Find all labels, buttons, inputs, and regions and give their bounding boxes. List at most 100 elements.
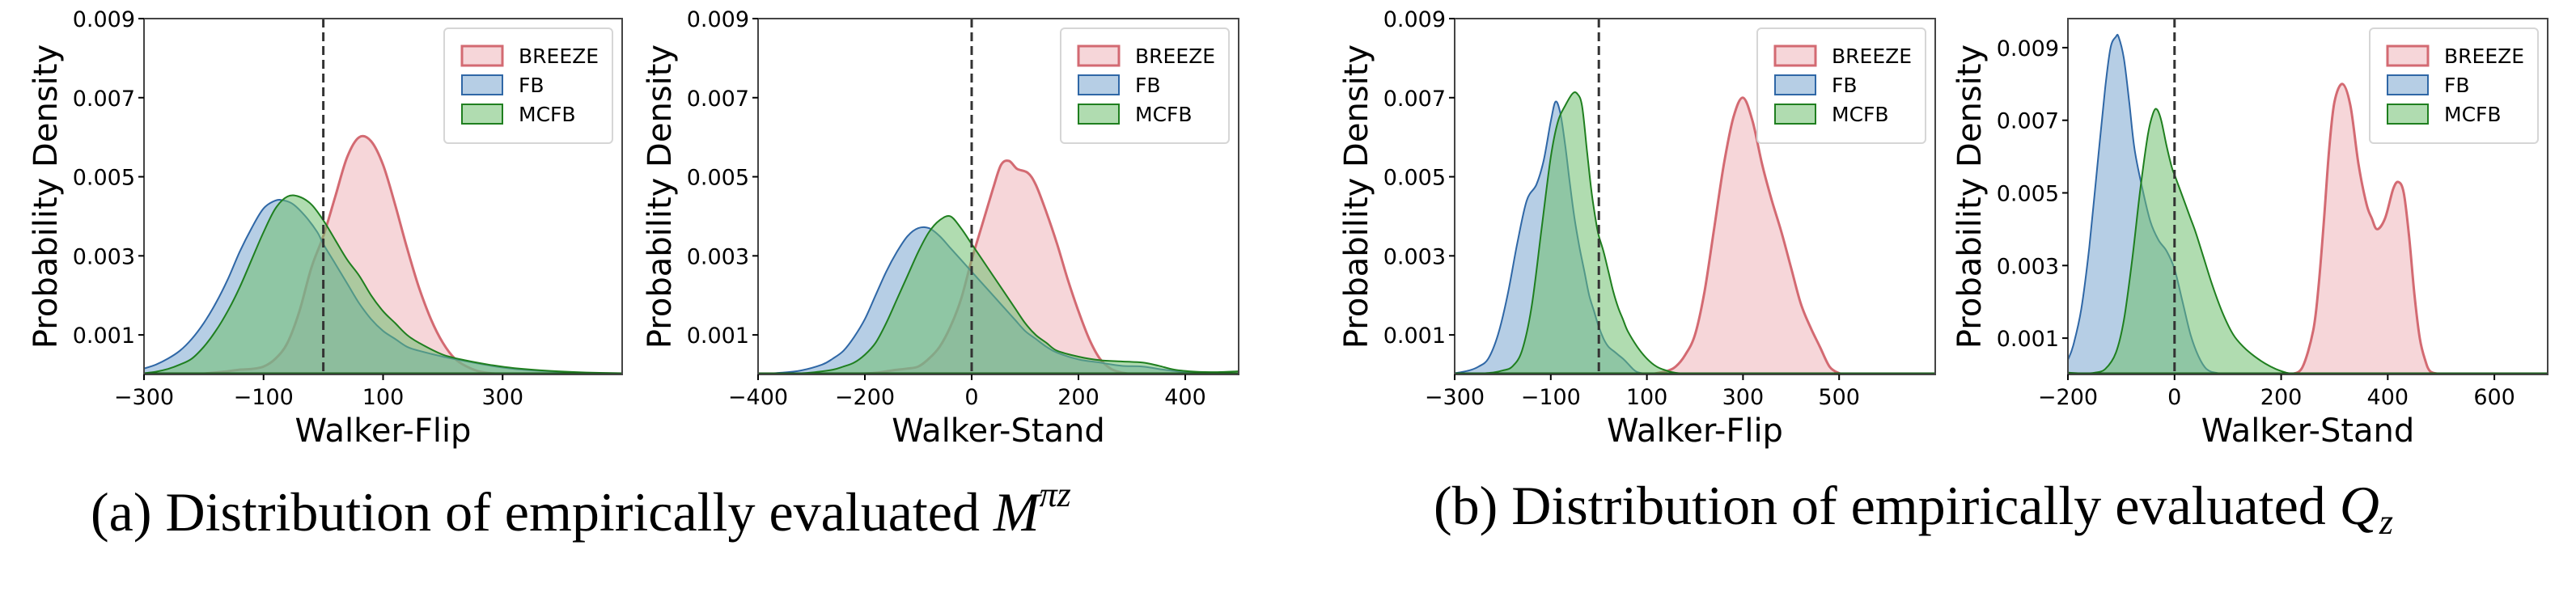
y-tick-label: 0.003 — [1997, 254, 2059, 279]
caption-b: (b) Distribution of empirically evaluate… — [1434, 474, 2393, 543]
legend-swatch-fb — [2387, 74, 2429, 95]
legend-label-breeze: BREEZE — [1135, 44, 1215, 68]
x-tick-label: 200 — [1057, 385, 1099, 410]
y-tick-label: 0.007 — [1997, 109, 2059, 134]
legend-swatch-fb — [461, 74, 503, 95]
panel-4: −200 0 200 400 600 0.001 0.003 0.005 0.007 0.009 W… — [1951, 18, 2548, 450]
legend-swatch-mcfb — [2387, 104, 2429, 125]
y-tick-label: 0.001 — [687, 323, 749, 349]
legend-label-breeze: BREEZE — [2444, 44, 2524, 68]
y-tick-label: 0.005 — [687, 166, 749, 191]
axes-frame — [2067, 18, 2548, 375]
x-tick-label: −200 — [835, 385, 895, 410]
x-tick-label: −400 — [728, 385, 788, 410]
panel-3: −300 −100 100 300 500 0.001 0.003 0.005 0.007 0.0… — [1338, 7, 1936, 450]
x-axis-label: Walker-Flip — [1607, 412, 1783, 450]
legend-swatch-mcfb — [1078, 104, 1120, 125]
x-tick-label: 300 — [1722, 385, 1765, 410]
caption-b-subscript: z — [2379, 502, 2394, 542]
legend-swatch-mcfb — [461, 104, 503, 125]
x-axis-label: Walker-Stand — [892, 412, 1105, 450]
density-area-fb — [2068, 34, 2234, 374]
caption-a-superscript: πz — [1039, 475, 1071, 514]
caption-a-math: M — [993, 481, 1040, 543]
density-area-mcfb — [758, 215, 1239, 374]
density-area-mcfb — [2068, 108, 2298, 374]
legend-swatch-breeze — [1773, 44, 1817, 67]
y-tick-label: 0.003 — [73, 244, 135, 269]
legend-label-mcfb: MCFB — [2444, 103, 2502, 126]
legend-label-mcfb: MCFB — [1832, 103, 1889, 126]
density-line-mcfb — [758, 215, 1239, 374]
x-tick-label: 300 — [481, 385, 523, 410]
legend-swatch-breeze — [460, 44, 504, 67]
y-tick-label: 0.009 — [73, 7, 135, 32]
y-axis-label: Probability Density — [28, 44, 65, 349]
legend-label-fb: FB — [2444, 74, 2470, 97]
legend-swatch-fb — [1774, 74, 1816, 95]
density-area-breeze — [1651, 97, 1845, 374]
x-tick-label: 200 — [2260, 385, 2303, 410]
y-tick-label: 0.003 — [687, 244, 749, 269]
y-tick-label: 0.009 — [687, 7, 749, 32]
density-line-mcfb — [1473, 91, 1696, 374]
legend-label-mcfb: MCFB — [519, 103, 576, 126]
legend-label-breeze: BREEZE — [519, 44, 599, 68]
y-axis-label: Probability Density — [642, 44, 679, 349]
axes-frame — [757, 18, 1239, 375]
density-line-breeze — [2290, 82, 2442, 374]
x-tick-label: −100 — [234, 385, 294, 410]
x-tick-label: −300 — [1425, 385, 1485, 410]
panel-2: −400 −200 0 200 400 0.001 0.003 0.005 0.007 0.009… — [642, 7, 1239, 450]
y-tick-label: 0.001 — [1383, 323, 1446, 349]
y-tick-label: 0.007 — [73, 87, 135, 112]
density-area-breeze — [854, 160, 1132, 374]
x-tick-label: −100 — [1521, 385, 1581, 410]
x-tick-label: −300 — [114, 385, 174, 410]
plot-area — [144, 134, 622, 374]
y-axis-label: Probability Density — [1338, 44, 1375, 349]
density-line-mcfb — [144, 194, 622, 374]
density-area-mcfb — [1473, 92, 1695, 374]
y-tick-label: 0.007 — [1383, 87, 1446, 112]
x-tick-label: 600 — [2473, 385, 2515, 410]
legend: BREEZE FB MCFB — [1060, 27, 1230, 144]
legend-label-fb: FB — [519, 74, 544, 97]
x-tick-label: 500 — [1818, 385, 1860, 410]
y-tick-label: 0.003 — [1383, 244, 1446, 269]
x-tick-label: 100 — [1626, 385, 1668, 410]
y-tick-label: 0.001 — [73, 323, 135, 349]
legend: BREEZE FB MCFB — [443, 27, 613, 144]
caption-a-text: (a) Distribution of empirically evaluate… — [91, 481, 994, 543]
caption-a: (a) Distribution of empirically evaluate… — [91, 474, 1071, 544]
density-line-breeze — [1651, 96, 1845, 374]
x-tick-label: 100 — [362, 385, 405, 410]
y-tick-label: 0.009 — [1383, 7, 1446, 32]
x-tick-label: −200 — [2038, 385, 2098, 410]
x-axis-label: Walker-Stand — [2201, 412, 2415, 450]
legend-label-fb: FB — [1832, 74, 1858, 97]
x-tick-label: 0 — [964, 385, 978, 410]
panel-1: −300 −100 100 300 0.001 0.003 0.005 0.007 0.009 W… — [28, 7, 623, 450]
legend-label-breeze: BREEZE — [1832, 44, 1912, 68]
plot-area — [2068, 33, 2548, 374]
legend-label-mcfb: MCFB — [1135, 103, 1193, 126]
legend-label-fb: FB — [1135, 74, 1161, 97]
y-tick-label: 0.001 — [1997, 327, 2059, 352]
y-tick-label: 0.005 — [1383, 166, 1446, 191]
x-tick-label: 400 — [1164, 385, 1206, 410]
density-area-mcfb — [144, 195, 622, 374]
x-axis-label: Walker-Flip — [295, 412, 472, 450]
y-axis-label: Probability Density — [1951, 44, 1989, 349]
legend: BREEZE FB MCFB — [1756, 27, 1926, 144]
y-tick-label: 0.007 — [687, 87, 749, 112]
y-tick-label: 0.005 — [73, 166, 135, 191]
x-tick-label: 0 — [2167, 385, 2181, 410]
legend-swatch-breeze — [2386, 44, 2430, 67]
legend-swatch-fb — [1078, 74, 1120, 95]
plot-area — [758, 159, 1239, 374]
caption-b-text: (b) Distribution of empirically evaluate… — [1434, 475, 2340, 536]
axes-frame — [1454, 18, 1936, 375]
legend: BREEZE FB MCFB — [2369, 27, 2539, 144]
